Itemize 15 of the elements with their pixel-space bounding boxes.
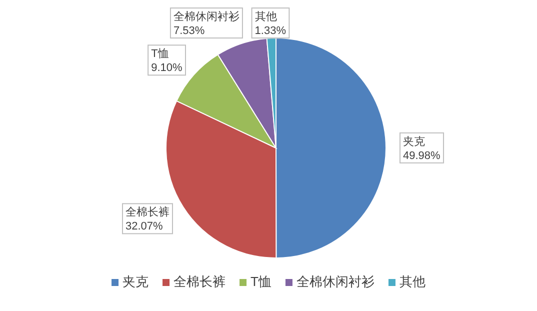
legend-label: 全棉长裤 — [174, 274, 226, 289]
data-label: 9.10% — [151, 62, 182, 74]
slice-label: 夹克 — [403, 134, 425, 148]
data-label: 7.53% — [173, 25, 205, 37]
data-label: 32.07% — [126, 220, 164, 233]
legend-label: 其他 — [399, 274, 426, 289]
data-label: 49.98% — [403, 150, 441, 162]
slice-label: 全棉长裤 — [126, 206, 170, 219]
legend-label: T恤 — [250, 274, 272, 289]
data-label: 1.33% — [254, 25, 286, 37]
slice-label: 全棉休闲衬衫 — [173, 10, 240, 23]
slice-label: T恤 — [151, 48, 169, 60]
legend-label: 全棉休闲衬衫 — [296, 274, 374, 289]
slice-label: 其他 — [254, 10, 277, 23]
legend-label: 夹克 — [122, 274, 149, 289]
